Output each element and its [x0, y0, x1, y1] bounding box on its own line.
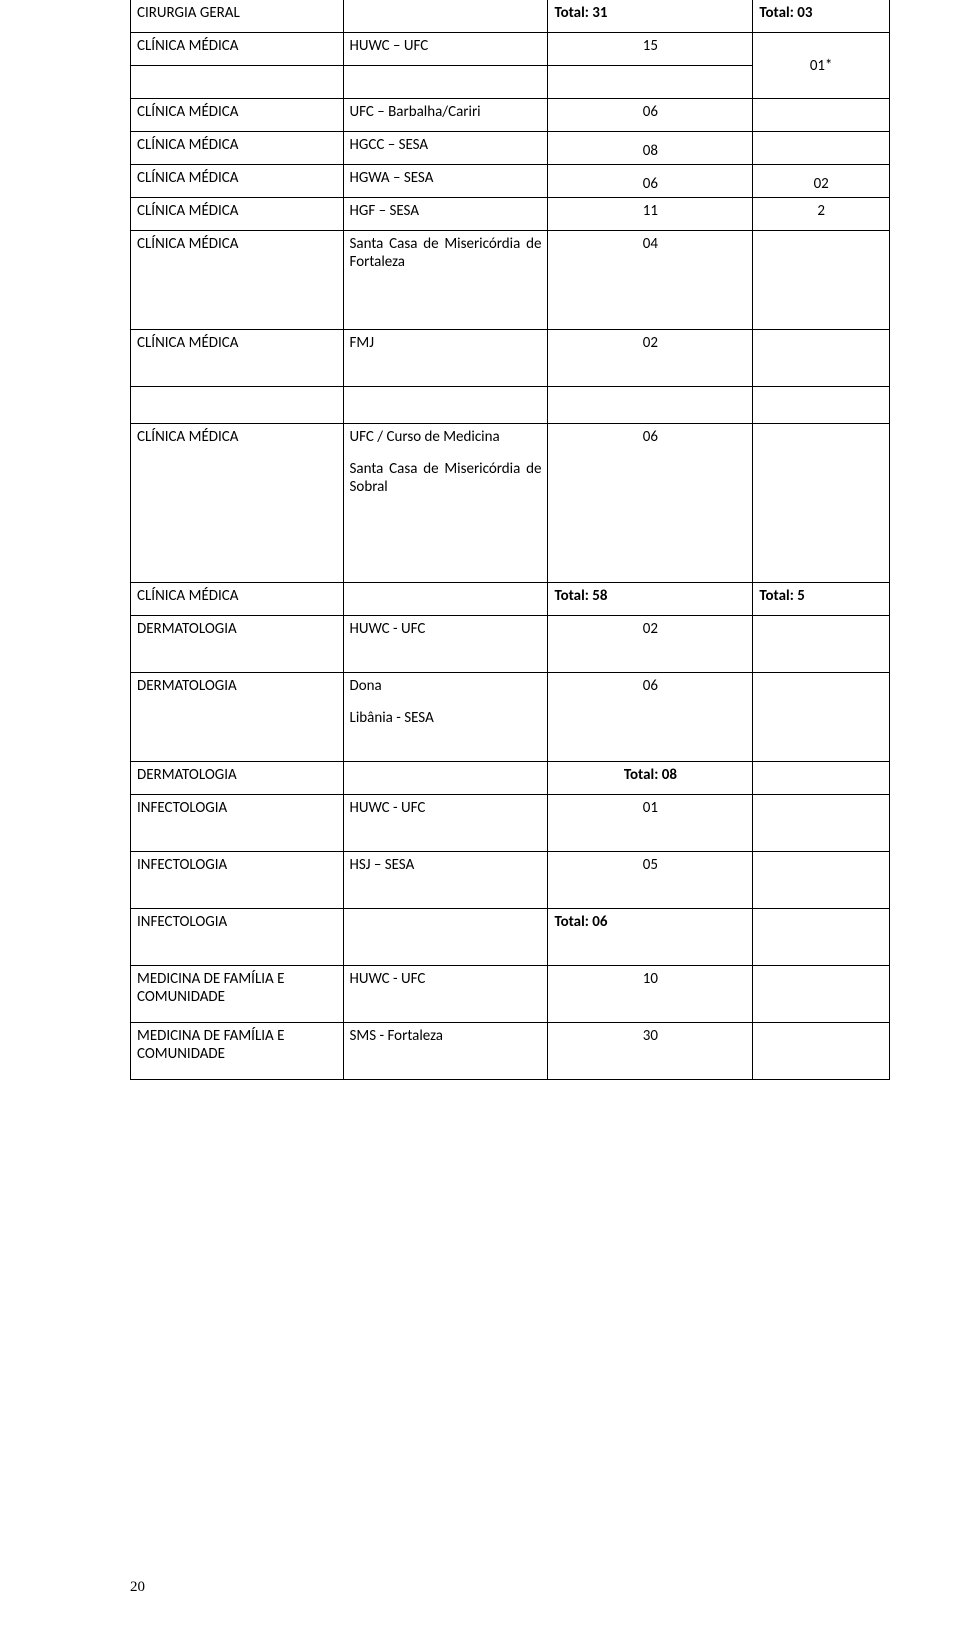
table-row: CLÍNICA MÉDICA HUWC – UFC 15 01*: [131, 33, 890, 66]
cell-value: 01: [548, 795, 753, 852]
table-row: MEDICINA DE FAMÍLIA E COMUNIDADE SMS - F…: [131, 1023, 890, 1080]
cell-total: Total: 08: [548, 762, 753, 795]
cell-institution: HGF – SESA: [343, 198, 548, 231]
table-row: CLÍNICA MÉDICA FMJ 02: [131, 330, 890, 387]
cell-speciality: CLÍNICA MÉDICA: [131, 165, 344, 198]
table-row: CLÍNICA MÉDICA UFC / Curso de Medicina S…: [131, 424, 890, 583]
cell-institution: FMJ: [343, 330, 548, 387]
page-number: 20: [130, 1579, 145, 1596]
cell-speciality: CLÍNICA MÉDICA: [131, 198, 344, 231]
data-table: CIRURGIA GERAL Total: 31 Total: 03 CLÍNI…: [130, 0, 890, 1080]
cell-value: 2: [753, 198, 890, 231]
cell-speciality: DERMATOLOGIA: [131, 673, 344, 762]
table-row: MEDICINA DE FAMÍLIA E COMUNIDADE HUWC - …: [131, 966, 890, 1023]
cell-speciality: CLÍNICA MÉDICA: [131, 99, 344, 132]
cell-total: Total: 5: [753, 583, 890, 616]
cell-institution: HGWA – SESA: [343, 165, 548, 198]
table-row: CLÍNICA MÉDICA Santa Casa de Misericórdi…: [131, 231, 890, 330]
cell: [753, 99, 890, 132]
cell-value: 11: [548, 198, 753, 231]
cell-total: Total: 31: [548, 0, 753, 33]
cell-value: 01*: [753, 33, 890, 99]
cell-speciality: INFECTOLOGIA: [131, 909, 344, 966]
cell-institution: Dona Libânia - SESA: [343, 673, 548, 762]
cell-value: 06: [548, 673, 753, 762]
cell-total: Total: 06: [548, 909, 753, 966]
cell-value: 15: [548, 33, 753, 66]
cell: [753, 966, 890, 1023]
cell-institution: Santa Casa de Misericórdia de Fortaleza: [343, 231, 548, 330]
cell-speciality: CIRURGIA GERAL: [131, 0, 344, 33]
cell: [343, 909, 548, 966]
cell-value: 02: [753, 165, 890, 198]
cell-total: Total: 58: [548, 583, 753, 616]
cell-value: 08: [548, 132, 753, 165]
cell-text: Dona: [350, 677, 542, 695]
cell: [753, 852, 890, 909]
cell-institution: HUWC – UFC: [343, 33, 548, 66]
cell-speciality: INFECTOLOGIA: [131, 852, 344, 909]
cell-speciality: CLÍNICA MÉDICA: [131, 330, 344, 387]
cell: [548, 66, 753, 99]
document-page: CIRURGIA GERAL Total: 31 Total: 03 CLÍNI…: [0, 0, 960, 1626]
cell: [343, 762, 548, 795]
cell: [753, 673, 890, 762]
cell-speciality: MEDICINA DE FAMÍLIA E COMUNIDADE: [131, 966, 344, 1023]
cell-value: 06: [548, 99, 753, 132]
cell-institution: SMS - Fortaleza: [343, 1023, 548, 1080]
cell-value: 02: [548, 616, 753, 673]
cell-speciality: INFECTOLOGIA: [131, 795, 344, 852]
cell: [753, 616, 890, 673]
cell-value: 04: [548, 231, 753, 330]
cell: [753, 762, 890, 795]
table-row: DERMATOLOGIA Total: 08: [131, 762, 890, 795]
cell-value: 02: [548, 330, 753, 387]
cell-value: 10: [548, 966, 753, 1023]
cell: [753, 909, 890, 966]
cell-institution: UFC – Barbalha/Cariri: [343, 99, 548, 132]
table-row: CIRURGIA GERAL Total: 31 Total: 03: [131, 0, 890, 33]
table-row: CLÍNICA MÉDICA HGF – SESA 11 2: [131, 198, 890, 231]
cell-institution: HUWC - UFC: [343, 616, 548, 673]
table-row: DERMATOLOGIA HUWC - UFC 02: [131, 616, 890, 673]
cell-institution: [343, 0, 548, 33]
cell: [343, 583, 548, 616]
cell-speciality: DERMATOLOGIA: [131, 616, 344, 673]
table-row: INFECTOLOGIA Total: 06: [131, 909, 890, 966]
cell-text: Libânia - SESA: [350, 709, 542, 727]
cell-speciality: CLÍNICA MÉDICA: [131, 33, 344, 66]
table-row: CLÍNICA MÉDICA UFC – Barbalha/Cariri 06: [131, 99, 890, 132]
table-row: DERMATOLOGIA Dona Libânia - SESA 06: [131, 673, 890, 762]
table-row: CLÍNICA MÉDICA Total: 58 Total: 5: [131, 583, 890, 616]
cell-speciality: CLÍNICA MÉDICA: [131, 583, 344, 616]
cell-institution: HGCC – SESA: [343, 132, 548, 165]
cell: [131, 66, 344, 99]
cell: [753, 231, 890, 330]
cell-value: 30: [548, 1023, 753, 1080]
cell-value: 06: [548, 424, 753, 583]
cell-value: 05: [548, 852, 753, 909]
cell-value: 06: [548, 165, 753, 198]
cell-speciality: MEDICINA DE FAMÍLIA E COMUNIDADE: [131, 1023, 344, 1080]
cell-total: Total: 03: [753, 0, 890, 33]
cell-speciality: CLÍNICA MÉDICA: [131, 424, 344, 583]
cell: [753, 424, 890, 583]
cell-institution: HSJ – SESA: [343, 852, 548, 909]
cell-speciality: CLÍNICA MÉDICA: [131, 132, 344, 165]
cell-institution: UFC / Curso de Medicina Santa Casa de Mi…: [343, 424, 548, 583]
cell: [753, 1023, 890, 1080]
cell: [753, 795, 890, 852]
cell-institution: HUWC - UFC: [343, 966, 548, 1023]
cell: [753, 132, 890, 165]
table-row: INFECTOLOGIA HUWC - UFC 01: [131, 795, 890, 852]
cell-speciality: DERMATOLOGIA: [131, 762, 344, 795]
table-spacer: [131, 387, 890, 424]
cell-institution: HUWC - UFC: [343, 795, 548, 852]
cell-text: Santa Casa de Misericórdia de Sobral: [350, 460, 542, 496]
cell-text: UFC / Curso de Medicina: [350, 428, 542, 446]
cell: [343, 66, 548, 99]
cell-speciality: CLÍNICA MÉDICA: [131, 231, 344, 330]
table-row: INFECTOLOGIA HSJ – SESA 05: [131, 852, 890, 909]
cell: [753, 330, 890, 387]
